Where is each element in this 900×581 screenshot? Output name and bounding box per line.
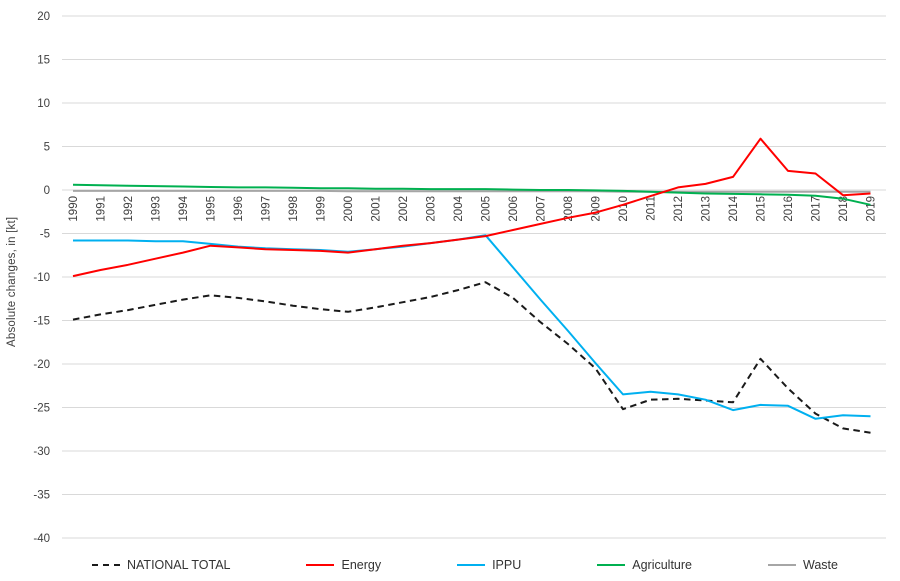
legend-label: Energy	[341, 558, 382, 572]
series-line-agriculture	[72, 183, 871, 206]
legend-swatch	[92, 564, 120, 566]
legend-label: Waste	[802, 558, 838, 572]
x-tick-label: 2008	[563, 196, 575, 222]
legend-item-agriculture: Agriculture	[597, 558, 692, 572]
x-tick-label: 2016	[783, 196, 795, 222]
y-tick-label: 15	[37, 55, 50, 67]
legend-label: NATIONAL TOTAL	[127, 558, 231, 572]
y-tick-label: 0	[44, 185, 50, 197]
legend-item-national-total: NATIONAL TOTAL	[92, 558, 231, 572]
series-line-waste	[73, 189, 871, 193]
x-tick-label: 1999	[316, 196, 328, 222]
legend-swatch	[597, 564, 626, 566]
x-tick-label: 1990	[68, 196, 80, 222]
legend-label: IPPU	[492, 558, 522, 572]
series-line-ippu	[73, 234, 871, 420]
x-tick-label: 2006	[508, 196, 520, 222]
x-tick-label: 2012	[673, 196, 685, 222]
legend-item-ippu: IPPU	[457, 558, 521, 572]
chart-legend: NATIONAL TOTAL Energy IPPU Agriculture Waste	[92, 555, 838, 575]
x-tick-label: 2007	[536, 196, 548, 222]
x-tick-label: 1993	[151, 196, 163, 222]
x-tick-label: 2011	[646, 196, 658, 221]
y-tick-label: -10	[33, 272, 50, 284]
x-tick-label: 2009	[591, 196, 603, 222]
series-line-energy	[72, 137, 871, 278]
x-tick-label: 2005	[481, 196, 493, 222]
legend-swatch	[457, 564, 486, 566]
x-tick-label: 2004	[453, 195, 465, 221]
y-tick-label: -25	[33, 403, 50, 415]
x-tick-label: 2002	[398, 196, 410, 222]
y-tick-label: -30	[33, 446, 50, 458]
x-tick-label: 2000	[343, 196, 355, 222]
x-tick-label: 2019	[866, 196, 878, 222]
x-tick-label: 2015	[756, 196, 768, 222]
legend-item-waste: Waste	[767, 558, 838, 572]
y-tick-label: -15	[33, 316, 50, 328]
y-tick-label: 10	[37, 98, 50, 110]
x-tick-label: 1991	[96, 196, 108, 222]
y-tick-label: 5	[44, 142, 50, 154]
x-tick-label: 1992	[123, 196, 135, 222]
x-tick-label: 1997	[261, 196, 273, 222]
y-axis-title: Absolute changes, in [kt]	[6, 216, 18, 347]
x-tick-label: 1995	[206, 196, 218, 222]
x-tick-label: 2014	[728, 195, 740, 221]
x-tick-label: 1996	[233, 196, 245, 222]
x-tick-label: 1994	[178, 195, 190, 221]
x-tick-label: 2013	[701, 196, 713, 222]
y-tick-label: 20	[37, 11, 50, 23]
x-tick-label: 2003	[426, 196, 438, 222]
y-tick-label: -5	[40, 229, 50, 241]
y-tick-label: -40	[33, 533, 50, 545]
x-tick-label: 2017	[811, 196, 823, 222]
legend-item-energy: Energy	[306, 558, 381, 572]
x-tick-label: 2018	[838, 196, 850, 222]
x-tick-label: 2010	[618, 196, 630, 222]
y-tick-label: -20	[33, 359, 50, 371]
legend-label: Agriculture	[632, 558, 692, 572]
x-tick-label: 1998	[288, 196, 300, 222]
legend-swatch	[767, 564, 796, 566]
x-tick-label: 2001	[371, 196, 383, 222]
series-line-national-total	[72, 281, 871, 434]
y-tick-label: -35	[33, 490, 50, 502]
legend-swatch	[306, 564, 335, 566]
